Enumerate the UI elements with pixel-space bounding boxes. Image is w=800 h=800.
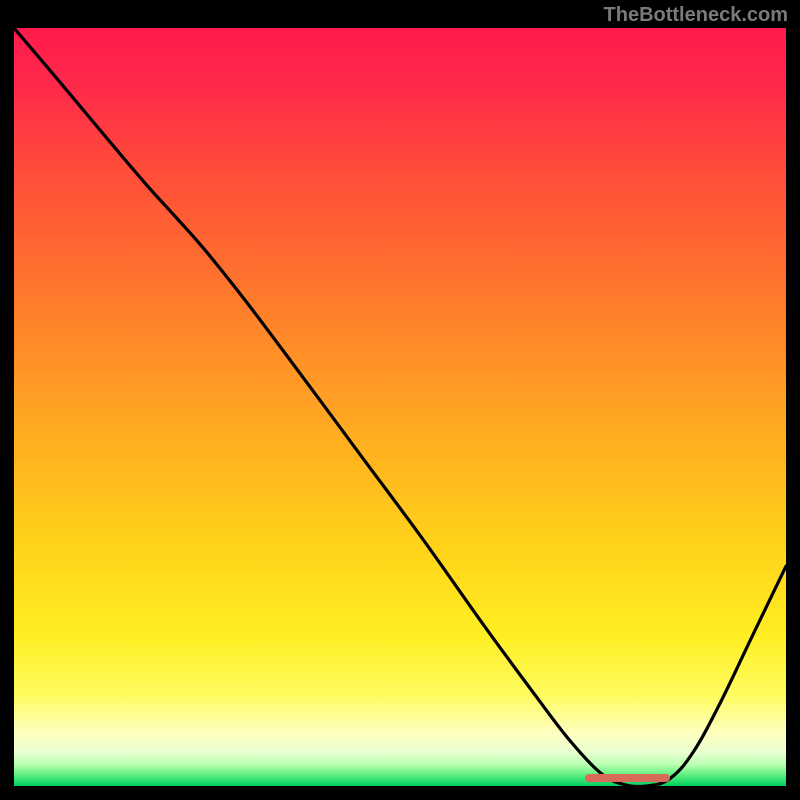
watermark-text: TheBottleneck.com <box>604 4 788 27</box>
chart-container: TheBottleneck.com <box>0 0 800 800</box>
bottleneck-curve <box>14 28 786 786</box>
plot-area <box>14 28 786 786</box>
optimum-marker <box>585 774 670 782</box>
